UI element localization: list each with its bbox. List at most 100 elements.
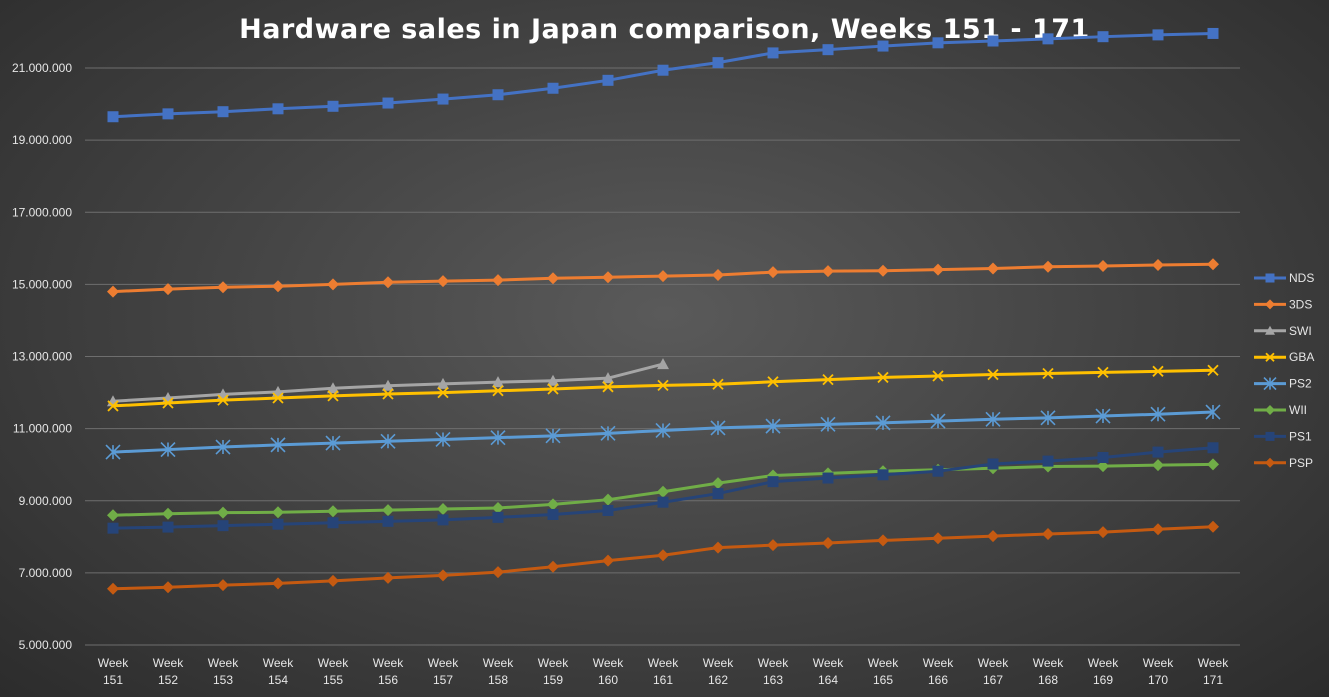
data-point [600, 425, 616, 441]
data-point [327, 574, 339, 587]
data-point [1265, 457, 1275, 468]
x-tick-label: Week 165 [868, 656, 899, 687]
data-point [382, 97, 394, 109]
series-ps1 [107, 442, 1219, 534]
data-point [1152, 523, 1164, 536]
x-tick-label: Week 155 [318, 656, 349, 687]
series-wii [107, 458, 1219, 522]
data-point [657, 358, 669, 370]
x-tick-label: Week 152 [153, 656, 184, 687]
data-point [545, 428, 561, 444]
data-point [492, 376, 504, 388]
data-point [1097, 366, 1109, 379]
data-point [877, 264, 889, 277]
data-point [987, 530, 999, 543]
data-point [327, 390, 339, 402]
legend-label: GBA [1289, 350, 1314, 364]
data-point [437, 275, 449, 288]
data-point [490, 430, 506, 446]
data-point [712, 378, 724, 390]
data-point [877, 534, 889, 547]
series-nds [107, 27, 1219, 123]
data-point [492, 511, 504, 523]
y-tick-label: 15.000.000 [12, 277, 72, 291]
data-point [162, 507, 174, 520]
data-point [1207, 27, 1219, 39]
data-point [107, 285, 119, 298]
data-point [822, 265, 834, 278]
series-swi [107, 358, 669, 407]
data-point [602, 493, 614, 506]
data-point [1207, 458, 1219, 471]
data-point [1265, 325, 1275, 335]
data-point [1040, 410, 1056, 426]
data-point [932, 370, 944, 382]
data-point [767, 476, 779, 488]
data-point [822, 44, 834, 56]
data-point [382, 515, 394, 527]
data-point [767, 266, 779, 279]
legend-label: SWI [1289, 324, 1312, 338]
x-tick-label: Week 160 [593, 656, 624, 687]
data-point [327, 517, 339, 529]
data-point [547, 383, 559, 395]
data-point [1207, 520, 1219, 533]
series-ps2 [105, 404, 1221, 460]
data-point [602, 271, 614, 284]
data-point [712, 488, 724, 500]
data-point [437, 514, 449, 526]
data-point [877, 371, 889, 384]
data-point [820, 416, 836, 432]
x-tick-label: Week 153 [208, 656, 239, 687]
data-point [602, 74, 614, 86]
data-point [1263, 377, 1277, 391]
data-point [712, 57, 724, 69]
data-point [1097, 31, 1109, 43]
y-tick-label: 21.000.000 [12, 61, 72, 75]
data-point [382, 276, 394, 289]
data-point [877, 469, 889, 481]
data-point [270, 437, 286, 453]
data-point [765, 418, 781, 434]
data-point [380, 433, 396, 449]
data-point [217, 394, 229, 406]
data-point [987, 35, 999, 47]
data-point [105, 444, 121, 460]
data-point [437, 503, 449, 516]
data-point [272, 506, 284, 519]
y-tick-label: 11.000.000 [13, 422, 72, 436]
data-point [1097, 460, 1109, 473]
data-point [822, 536, 834, 549]
data-point [492, 274, 504, 287]
data-point [107, 582, 119, 595]
data-point [1265, 273, 1275, 283]
data-point [712, 269, 724, 282]
data-point [382, 504, 394, 517]
data-point [1152, 446, 1164, 458]
data-point [932, 465, 944, 477]
x-tick-label: Week 166 [923, 656, 954, 687]
data-point [1152, 459, 1164, 472]
data-point [272, 103, 284, 115]
data-point [327, 382, 339, 394]
data-point [1152, 258, 1164, 271]
x-tick-label: Week 168 [1033, 656, 1064, 687]
data-point [327, 100, 339, 112]
y-tick-label: 17.000.000 [12, 205, 72, 219]
legend-label: PS1 [1289, 429, 1312, 443]
data-point [382, 571, 394, 584]
data-point [657, 485, 669, 498]
data-point [547, 82, 559, 94]
data-point [1265, 405, 1275, 415]
data-point [162, 397, 174, 409]
x-tick-label: Week 157 [428, 656, 459, 687]
data-point [767, 539, 779, 552]
data-point [1152, 29, 1164, 41]
x-tick-label: Week 151 [98, 656, 129, 687]
data-point [327, 278, 339, 291]
data-point [492, 501, 504, 514]
data-point [1207, 258, 1219, 271]
y-tick-label: 13.000.000 [12, 350, 72, 364]
data-point [655, 422, 671, 439]
